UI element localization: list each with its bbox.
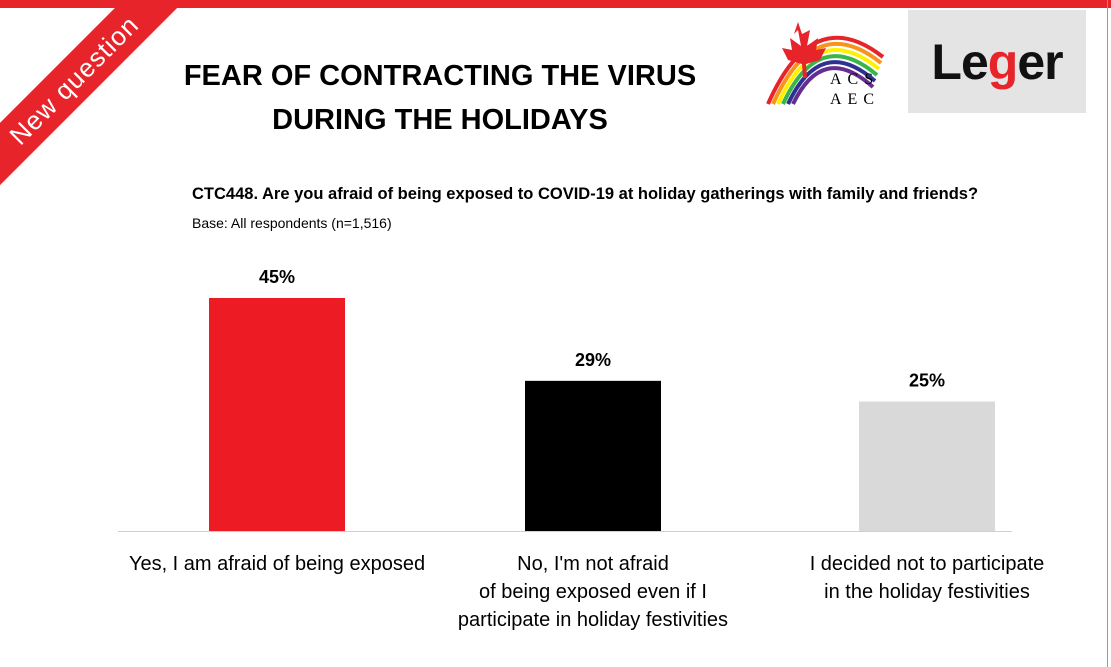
leger-logo: Leger xyxy=(908,10,1086,113)
value-label-1: 45% xyxy=(259,267,295,287)
bar-1 xyxy=(209,298,345,531)
bar-3 xyxy=(859,401,995,531)
category-label-2-line-3: participate in holiday festivities xyxy=(458,609,728,631)
maple-leaf-icon xyxy=(782,22,826,78)
bar-2 xyxy=(525,380,661,531)
category-label-2-line-1: No, I'm not afraid xyxy=(517,553,669,575)
question-text: CTC448. Are you afraid of being exposed … xyxy=(192,185,979,203)
title-line-2: DURING THE HOLIDAYS xyxy=(272,104,608,136)
page-title: FEAR OF CONTRACTING THE VIRUS DURING THE… xyxy=(160,54,720,142)
category-label-3-line-2: in the holiday festivities xyxy=(824,581,1030,603)
top-accent-bar xyxy=(0,0,1111,8)
value-label-3: 25% xyxy=(909,371,945,391)
category-label-1-line-1: Yes, I am afraid of being exposed xyxy=(129,553,425,575)
value-label-2: 29% xyxy=(575,350,611,370)
leger-prefix: Le xyxy=(931,33,988,90)
leger-suffix: er xyxy=(1017,33,1063,90)
leger-g: g xyxy=(987,33,1019,90)
acs-logo: ACS AEC xyxy=(766,22,885,108)
category-label-3-line-1: I decided not to participate xyxy=(810,553,1045,575)
category-label-2-line-2: of being exposed even if I xyxy=(479,581,707,603)
leger-wordmark: Leger xyxy=(931,33,1063,91)
title-line-1: FEAR OF CONTRACTING THE VIRUS xyxy=(183,60,697,92)
right-edge-rule xyxy=(1107,0,1108,667)
acs-text: ACS xyxy=(830,71,879,88)
base-text: Base: All respondents (n=1,516) xyxy=(192,215,392,231)
aec-text: AEC xyxy=(830,91,880,108)
